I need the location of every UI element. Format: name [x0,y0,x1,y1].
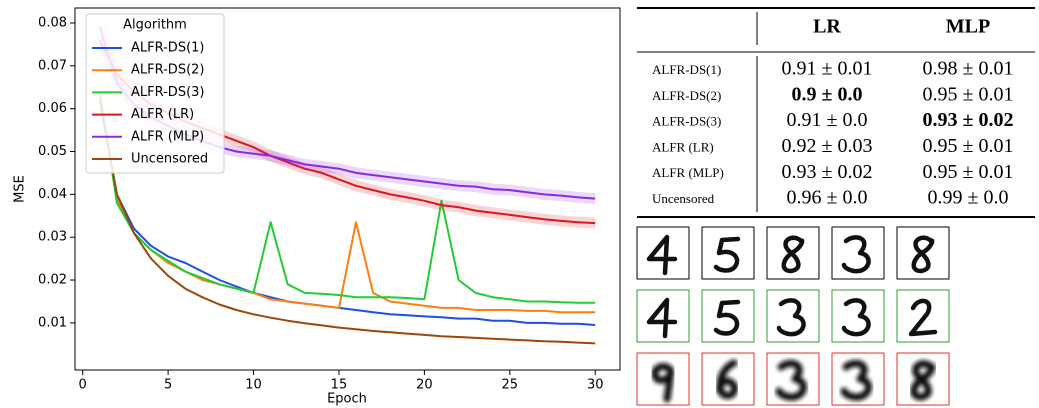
x-tick-label: 15 [331,378,348,393]
legend-label: ALFR (LR) [131,107,194,122]
table-cell: 0.95 ± 0.01 [923,135,1014,157]
table-cell: 0.99 ± 0.0 [928,187,1009,209]
line [98,91,596,304]
legend-label: ALFR-DS(3) [131,85,205,100]
table-cell: 0.96 ± 0.0 [787,187,868,209]
legend: Algorithm ALFR-DS(1) ALFR-DS(2) ALFR-DS(3) A… [85,13,225,174]
table-header: MLP [946,16,990,38]
x-tick-label: 25 [502,378,519,393]
y-tick-label: 0.08 [38,15,67,30]
legend-box [85,13,225,174]
table-cell: 0.9 ± 0.0 [792,83,863,105]
table-cell: 0.98 ± 0.01 [923,58,1014,80]
table-cell: 0.95 ± 0.01 [923,83,1014,105]
image-row-original [636,226,950,280]
x-tick-label: 5 [164,378,172,393]
y-tick-label: 0.02 [38,273,67,288]
row-label: ALFR (LR) [652,139,714,154]
x-tick-label: 20 [416,378,433,393]
image-grid [636,226,950,406]
legend-title: Algorithm [123,18,187,33]
table-header: LR [813,16,841,38]
plot-frame [74,7,621,371]
legend-label: Uncensored [131,152,208,167]
row-label: Uncensored [652,191,715,206]
image-row-red [636,352,950,406]
table-cell: 0.93 ± 0.02 [923,109,1014,131]
y-axis-label: MSE [13,175,28,203]
line [98,99,596,345]
row-label: ALFR (MLP) [652,165,724,180]
table-cell: 0.91 ± 0.0 [787,109,868,131]
y-tick-label: 0.03 [38,230,67,245]
image-row-green [636,289,950,343]
y-tick-label: 0.05 [38,144,67,159]
y-tick-label: 0.04 [38,187,67,202]
x-tick-label: 0 [79,378,87,393]
y-tick-label: 0.06 [38,101,67,116]
row-label: ALFR-DS(2) [652,88,721,103]
x-axis-label: Epoch [327,392,367,407]
legend-label: ALFR-DS(1) [131,41,205,56]
row-label: ALFR-DS(1) [652,62,721,77]
y-tick-label: 0.01 [38,315,67,330]
y-tick-label: 0.07 [38,58,67,73]
table-cell: 0.91 ± 0.01 [782,58,873,80]
row-label: ALFR-DS(3) [652,114,721,129]
line [98,99,596,326]
legend-label: ALFR-DS(2) [131,63,205,78]
table-cell: 0.95 ± 0.01 [923,161,1014,183]
x-tick-label: 30 [587,378,604,393]
legend-label: ALFR (MLP) [131,129,204,144]
x-tick-label: 10 [245,378,262,393]
table-cell: 0.93 ± 0.02 [782,161,873,183]
table-cell: 0.92 ± 0.03 [782,135,873,157]
